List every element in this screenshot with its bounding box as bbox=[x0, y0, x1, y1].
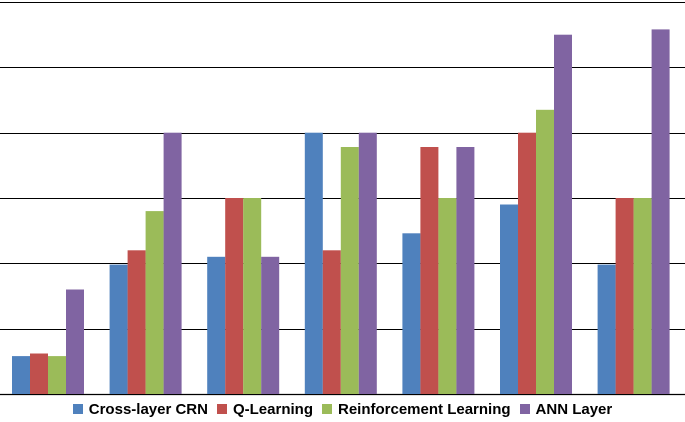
bar-ann-layer-group-7 bbox=[651, 29, 670, 395]
legend-swatch-cross-layer-crn bbox=[72, 404, 83, 414]
legend-item-cross-layer-crn: Cross-layer CRN bbox=[72, 400, 208, 418]
bar-reinforcement-learning-group-4 bbox=[340, 147, 359, 394]
legend: Cross-layer CRN Q-Learning Reinforcement… bbox=[0, 398, 685, 420]
bars bbox=[12, 29, 670, 395]
bar-reinforcement-learning-group-3 bbox=[243, 198, 262, 394]
bar-q-learning-group-3 bbox=[225, 198, 244, 394]
bar-cross-layer-crn-group-4 bbox=[304, 132, 323, 394]
legend-label-cross-layer-crn: Cross-layer CRN bbox=[88, 400, 208, 418]
bar-q-learning-group-1 bbox=[30, 353, 48, 394]
legend-label-ann-layer: ANN Layer bbox=[535, 400, 613, 418]
bar-cross-layer-crn-group-3 bbox=[207, 256, 226, 394]
bar-ann-layer-group-4 bbox=[358, 132, 377, 394]
bar-cross-layer-crn-group-6 bbox=[500, 204, 518, 394]
legend-item-ann-layer: ANN Layer bbox=[519, 400, 613, 418]
bar-ann-layer-group-5 bbox=[456, 147, 475, 394]
bar-ann-layer-group-2 bbox=[163, 132, 182, 394]
legend-swatch-q-learning bbox=[216, 404, 227, 414]
legend-label-reinforcement-learning: Reinforcement Learning bbox=[338, 400, 511, 418]
bar-ann-layer-group-1 bbox=[66, 289, 84, 394]
bar-reinforcement-learning-group-7 bbox=[633, 198, 652, 394]
bar-q-learning-group-7 bbox=[615, 198, 634, 394]
bar-reinforcement-learning-group-5 bbox=[438, 198, 457, 394]
bar-cross-layer-crn-group-5 bbox=[402, 233, 421, 394]
bar-q-learning-group-6 bbox=[518, 132, 536, 394]
bar-reinforcement-learning-group-1 bbox=[48, 356, 66, 394]
bar-cross-layer-crn-group-7 bbox=[597, 264, 616, 394]
legend-item-reinforcement-learning: Reinforcement Learning bbox=[322, 401, 511, 418]
bar-q-learning-group-4 bbox=[322, 250, 341, 394]
legend-label-q-learning: Q-Learning bbox=[232, 400, 313, 418]
bar-reinforcement-learning-group-6 bbox=[536, 109, 554, 395]
legend-swatch-reinforcement-learning bbox=[322, 404, 332, 414]
legend-item-q-learning: Q-Learning bbox=[216, 400, 313, 418]
bar-q-learning-group-5 bbox=[420, 147, 439, 394]
bar-cross-layer-crn-group-2 bbox=[109, 264, 128, 394]
bar-ann-layer-group-6 bbox=[554, 34, 572, 394]
bar-cross-layer-crn-group-1 bbox=[12, 356, 30, 394]
bar-q-learning-group-2 bbox=[127, 250, 146, 394]
legend-swatch-ann-layer bbox=[519, 404, 530, 414]
bar-reinforcement-learning-group-2 bbox=[145, 211, 164, 394]
bar-ann-layer-group-3 bbox=[261, 256, 280, 394]
